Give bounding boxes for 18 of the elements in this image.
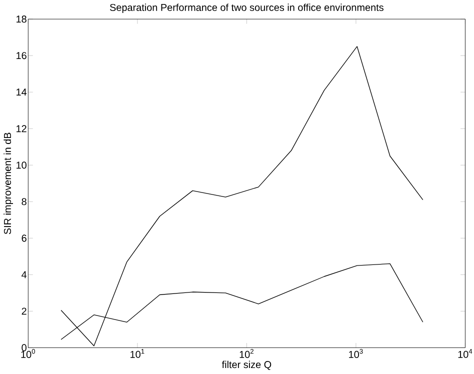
y-tick-label: 16 bbox=[16, 52, 26, 60]
x-tick-label: 10$^{0}$ bbox=[21, 349, 36, 358]
x-axis-title: filter size Q bbox=[222, 360, 272, 370]
y-tick-label: 2 bbox=[22, 308, 26, 315]
x-tick-label: 10$^{2}$ bbox=[240, 349, 254, 358]
y-tick-label: 18 bbox=[16, 16, 26, 23]
x-tick-label: 10$^{1}$ bbox=[130, 349, 144, 358]
y-tick-label: 6 bbox=[22, 234, 26, 242]
y-tick-label: 8 bbox=[22, 198, 26, 206]
y-axis-title: SIR improvement in dB bbox=[4, 132, 13, 234]
y-tick-label: 0 bbox=[22, 344, 26, 352]
x-tick-label: 10$^{3}$ bbox=[349, 349, 363, 358]
y-tick-label: 10 bbox=[16, 162, 26, 169]
chart-title: Separation Performance of two sources in office environments bbox=[110, 4, 384, 14]
x-tick-label: 10$^{4}$ bbox=[458, 349, 472, 358]
y-tick-label: 14 bbox=[16, 88, 27, 96]
y-tick-label: 12 bbox=[16, 125, 26, 132]
y-tick-label: 4 bbox=[22, 271, 27, 278]
